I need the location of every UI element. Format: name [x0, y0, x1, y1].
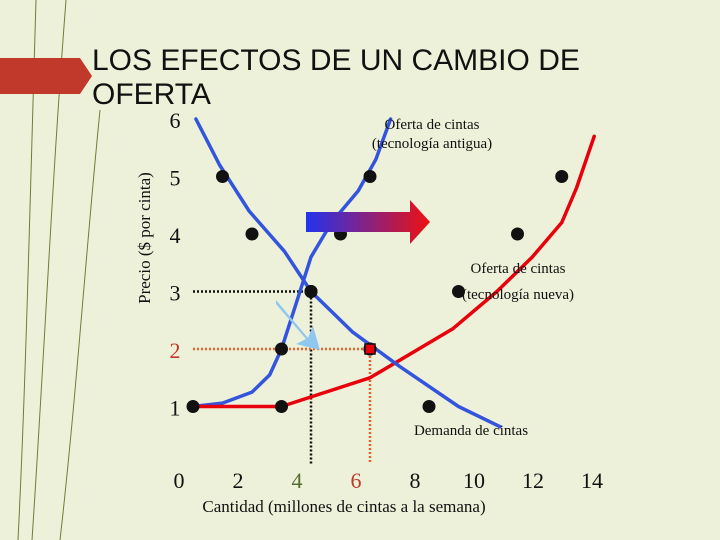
new-supply-point [275, 400, 288, 413]
title-accent-tab [0, 58, 92, 94]
old-supply-point [275, 342, 288, 356]
y-tick-label: 2 [170, 338, 181, 363]
y-tick-label: 4 [170, 223, 181, 248]
x-tick-label: 10 [463, 468, 485, 493]
x-tick-label: 8 [410, 468, 421, 493]
demand-point [245, 227, 259, 241]
new-equilibrium-point [364, 343, 376, 355]
new-supply-point [555, 170, 569, 183]
decor-line [59, 109, 101, 540]
y-axis-label: Precio ($ por cinta) [135, 172, 154, 304]
new-supply-label: (tecnología nueva) [462, 287, 574, 303]
demand-point [216, 170, 229, 183]
y-tick-label: 6 [170, 108, 181, 133]
x-tick-label: 0 [174, 468, 185, 493]
demand-curve [194, 117, 502, 429]
old-supply-curve [191, 117, 393, 409]
supply-shift-arrow [306, 200, 430, 244]
old-equilibrium-point [304, 285, 318, 298]
old-supply-point [363, 170, 377, 183]
movement-along-demand-arrow [276, 300, 320, 350]
new-supply-point [511, 227, 524, 241]
x-axis-label: Cantidad (millones de cintas a la semana… [202, 497, 485, 516]
y-tick-label: 5 [170, 166, 181, 191]
old-supply-point [186, 400, 200, 413]
y-tick-label: 3 [170, 281, 181, 306]
demand-label: Demanda de cintas [414, 423, 528, 439]
demand-point [422, 400, 436, 413]
slide-title: LOS EFECTOS DE UN CAMBIO DE OFERTA [92, 44, 580, 111]
old-supply-label: Oferta de cintas [385, 117, 480, 133]
x-tick-label: 4 [292, 468, 303, 493]
x-tick-label: 2 [233, 468, 244, 493]
x-tick-label: 6 [351, 468, 362, 493]
new-supply-label: Oferta de cintas [471, 261, 566, 277]
y-tick-label: 1 [170, 396, 181, 421]
new-supply-point [452, 285, 465, 298]
x-tick-label: 12 [522, 468, 544, 493]
x-tick-label: 14 [581, 468, 603, 493]
new-supply-curve [191, 134, 596, 409]
old-supply-label: (tecnología antigua) [372, 136, 492, 152]
